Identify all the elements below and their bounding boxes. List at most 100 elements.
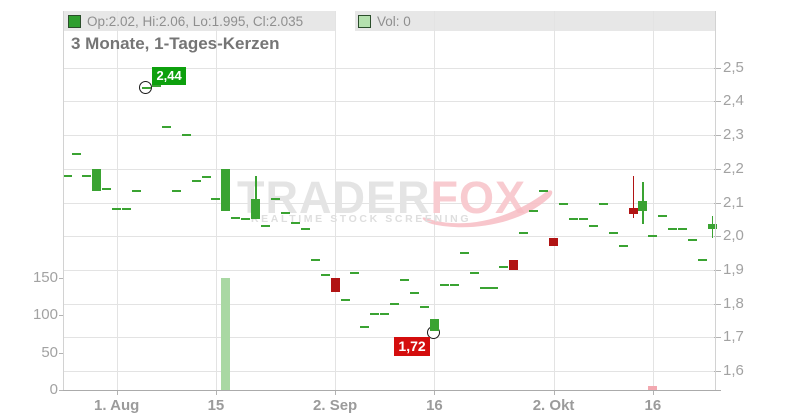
- candle-doji: [459, 252, 469, 255]
- candle-doji: [62, 174, 72, 177]
- candle-body: [549, 237, 559, 247]
- x-tick-label: 1. Aug: [94, 397, 140, 414]
- candle-doji: [449, 284, 459, 287]
- watermark-tagline: REALTIME STOCK SCREENING: [251, 213, 472, 225]
- candle-doji: [598, 203, 608, 206]
- candle-body: [429, 318, 439, 331]
- candle-doji: [539, 189, 549, 192]
- x-tick: [116, 390, 118, 395]
- fox-tail-swoosh-icon: [422, 190, 553, 228]
- candle-doji: [280, 211, 290, 214]
- candle-doji: [141, 86, 151, 89]
- candle-doji: [82, 174, 92, 177]
- candle-body: [221, 168, 231, 211]
- x-tick-label: 2. Okt: [532, 397, 575, 414]
- candlestick-legend-swatch-icon: [68, 14, 81, 28]
- candle-doji: [271, 198, 281, 201]
- x-tick: [652, 390, 654, 395]
- candle-doji: [370, 312, 380, 315]
- volume-tick-label: 150: [32, 268, 58, 286]
- watermark-trader-text: TRADER: [237, 172, 431, 223]
- candle-doji: [151, 85, 161, 88]
- x-tick: [553, 390, 555, 395]
- price-tick-label: 2,3: [723, 126, 744, 144]
- candle-body: [509, 259, 519, 270]
- candle-doji: [72, 152, 82, 155]
- price-tick-label: 1,9: [723, 260, 744, 278]
- volume-tick-label: 0: [49, 381, 58, 398]
- candle-doji: [499, 265, 509, 268]
- x-tick: [215, 390, 217, 395]
- gridline-h: [63, 371, 715, 372]
- x-tick-label: 16: [644, 397, 662, 414]
- candle-doji: [171, 189, 181, 192]
- candle-doji: [519, 231, 529, 234]
- candle-doji: [132, 189, 141, 192]
- candle-doji: [559, 203, 568, 206]
- gridline-v: [434, 11, 436, 390]
- candle-doji: [241, 218, 251, 221]
- price-tick-label: 2,1: [723, 193, 744, 211]
- volume-legend-swatch-icon: [358, 14, 371, 28]
- candle-doji: [608, 231, 618, 234]
- candle-doji: [469, 272, 479, 275]
- candle-doji: [231, 216, 241, 219]
- volume-bar: [648, 386, 658, 390]
- candle-doji: [678, 228, 688, 231]
- candle-doji: [112, 208, 122, 211]
- gridline-h: [63, 269, 715, 271]
- volume-readout: Vol: 0: [377, 13, 411, 29]
- watermark-wordmark: TRADERFOX: [237, 172, 526, 224]
- gridline-h: [63, 67, 715, 69]
- price-tick-label: 1,7: [723, 328, 744, 346]
- candle-doji: [290, 221, 300, 224]
- volume-tick-label: 100: [32, 306, 58, 324]
- price-tick-label: 1,6: [723, 362, 744, 379]
- price-tick: [714, 371, 721, 372]
- price-tick: [714, 303, 721, 305]
- candle-doji: [350, 272, 360, 275]
- gridline-v: [335, 11, 337, 390]
- volume-tick: [59, 390, 63, 391]
- volume-bar: [221, 277, 231, 390]
- price-tick-label: 2,4: [723, 92, 744, 110]
- gridline-v: [553, 11, 555, 390]
- candle-doji: [380, 312, 390, 315]
- gridline-h: [63, 135, 715, 137]
- plot-border-left: [63, 11, 64, 390]
- plot-border-bottom: [63, 390, 721, 391]
- gridline-h: [63, 168, 715, 170]
- gridline-h: [63, 236, 715, 238]
- candle-doji: [400, 279, 410, 281]
- legend-bar-ohlc-bg: [63, 11, 335, 31]
- candle-body: [251, 199, 261, 220]
- volume-tick-label: 50: [41, 343, 58, 361]
- price-tick: [714, 269, 721, 271]
- high-annotation-label: 2,44: [152, 66, 186, 85]
- candle-doji: [181, 134, 191, 137]
- price-tick: [714, 168, 721, 170]
- candle-doji: [390, 302, 400, 305]
- candle-doji: [300, 228, 310, 231]
- candle-doji: [578, 218, 588, 221]
- price-tick-label: 2,5: [723, 58, 744, 76]
- x-tick: [335, 390, 337, 395]
- candle-doji: [568, 218, 578, 221]
- candle-doji: [161, 125, 171, 128]
- candle-doji: [439, 284, 449, 287]
- candle-doji: [419, 305, 429, 308]
- candle-doji: [340, 299, 350, 302]
- candle-doji: [261, 225, 271, 228]
- candle-doji: [410, 292, 420, 295]
- price-tick: [714, 67, 721, 69]
- plot-border-right: [715, 11, 716, 390]
- candle-body: [92, 168, 102, 191]
- candle-doji: [489, 287, 499, 290]
- x-tick-label: 15: [207, 397, 225, 414]
- candle-doji: [320, 273, 330, 276]
- candle-doji: [618, 245, 628, 248]
